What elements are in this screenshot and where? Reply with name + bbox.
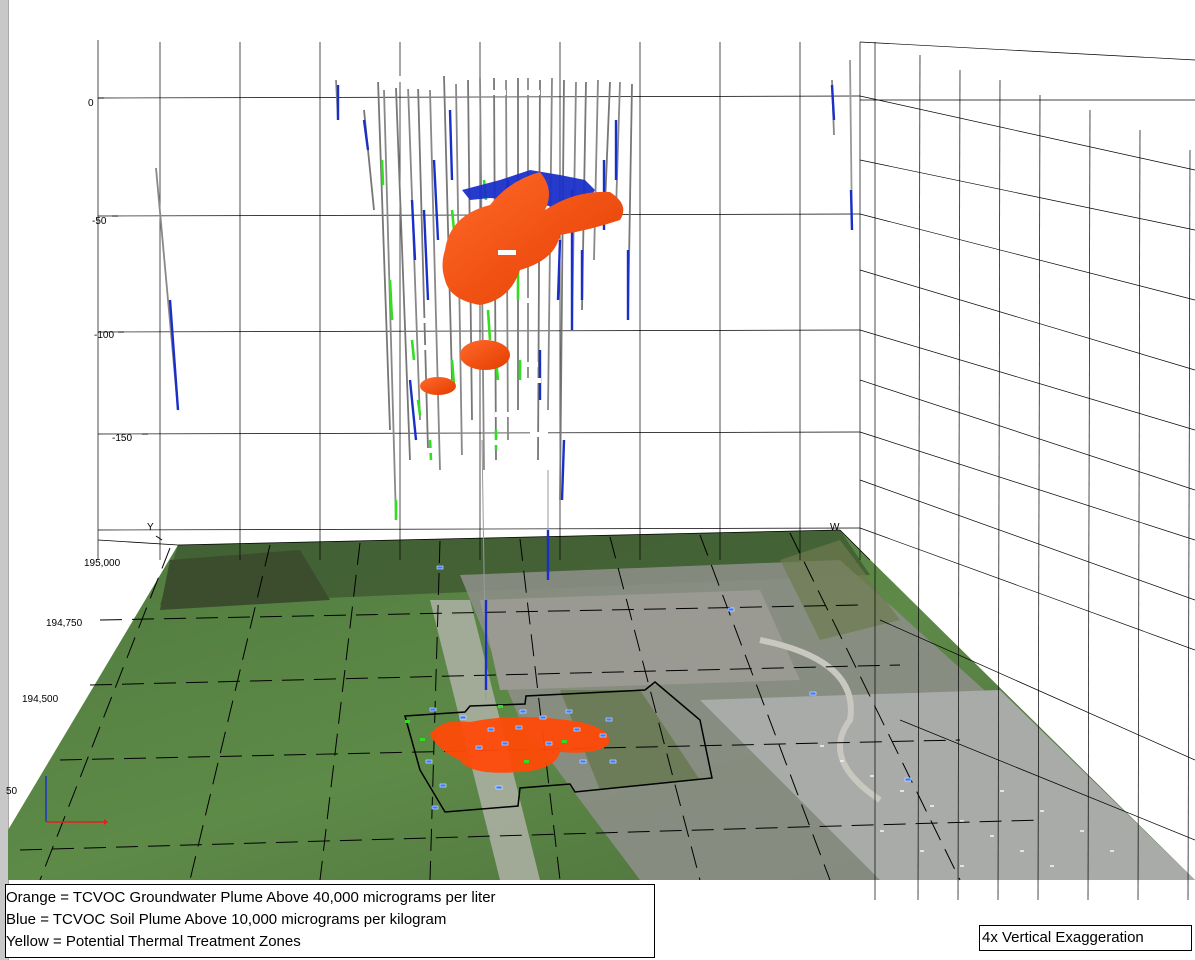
floor-outline: [97, 529, 871, 561]
grid-side-wall: [859, 41, 1195, 901]
northing-label-50: 50: [6, 786, 18, 797]
vertical-axis: 0 -50 -100 -150: [88, 97, 148, 444]
corner-letter: W: [830, 522, 840, 533]
soil-intervals: [168, 84, 854, 690]
groundwater-plume: [420, 172, 624, 395]
northing-label-194750: 194,750: [46, 618, 83, 629]
northing-label-194500: 194,500: [22, 694, 59, 705]
horizontal-axis: Y 195,000 194,750 194,500 50 W: [6, 522, 840, 797]
treatment-zone-boundary: [404, 681, 713, 813]
viewer-left-edge: [0, 0, 9, 960]
depth-label-0: 0: [88, 98, 94, 109]
depth-label-150: -150: [112, 433, 132, 444]
aerial-base-map: [8, 530, 1195, 880]
borehole-labels: [374, 72, 548, 460]
legend-item-thermal: Yellow = Potential Thermal Treatment Zon…: [6, 933, 301, 950]
legend-item-soil: Blue = TCVOC Soil Plume Above 10,000 mic…: [6, 911, 447, 928]
depth-label-50: -50: [92, 216, 107, 227]
well-markers: [425, 565, 912, 810]
vertical-exaggeration-note: 4x Vertical Exaggeration: [979, 925, 1192, 951]
legend: Orange = TCVOC Groundwater Plume Above 4…: [5, 884, 655, 958]
groundwater-plume-footprint: [430, 717, 610, 773]
legend-item-groundwater: Orange = TCVOC Groundwater Plume Above 4…: [6, 889, 496, 906]
northing-label-195000: 195,000: [84, 558, 121, 569]
grid-back-wall: [97, 40, 861, 560]
y-axis-letter: Y: [147, 522, 154, 533]
depth-label-100: -100: [94, 330, 114, 341]
orientation-triad: [39, 776, 108, 827]
sample-markers: [405, 705, 567, 763]
